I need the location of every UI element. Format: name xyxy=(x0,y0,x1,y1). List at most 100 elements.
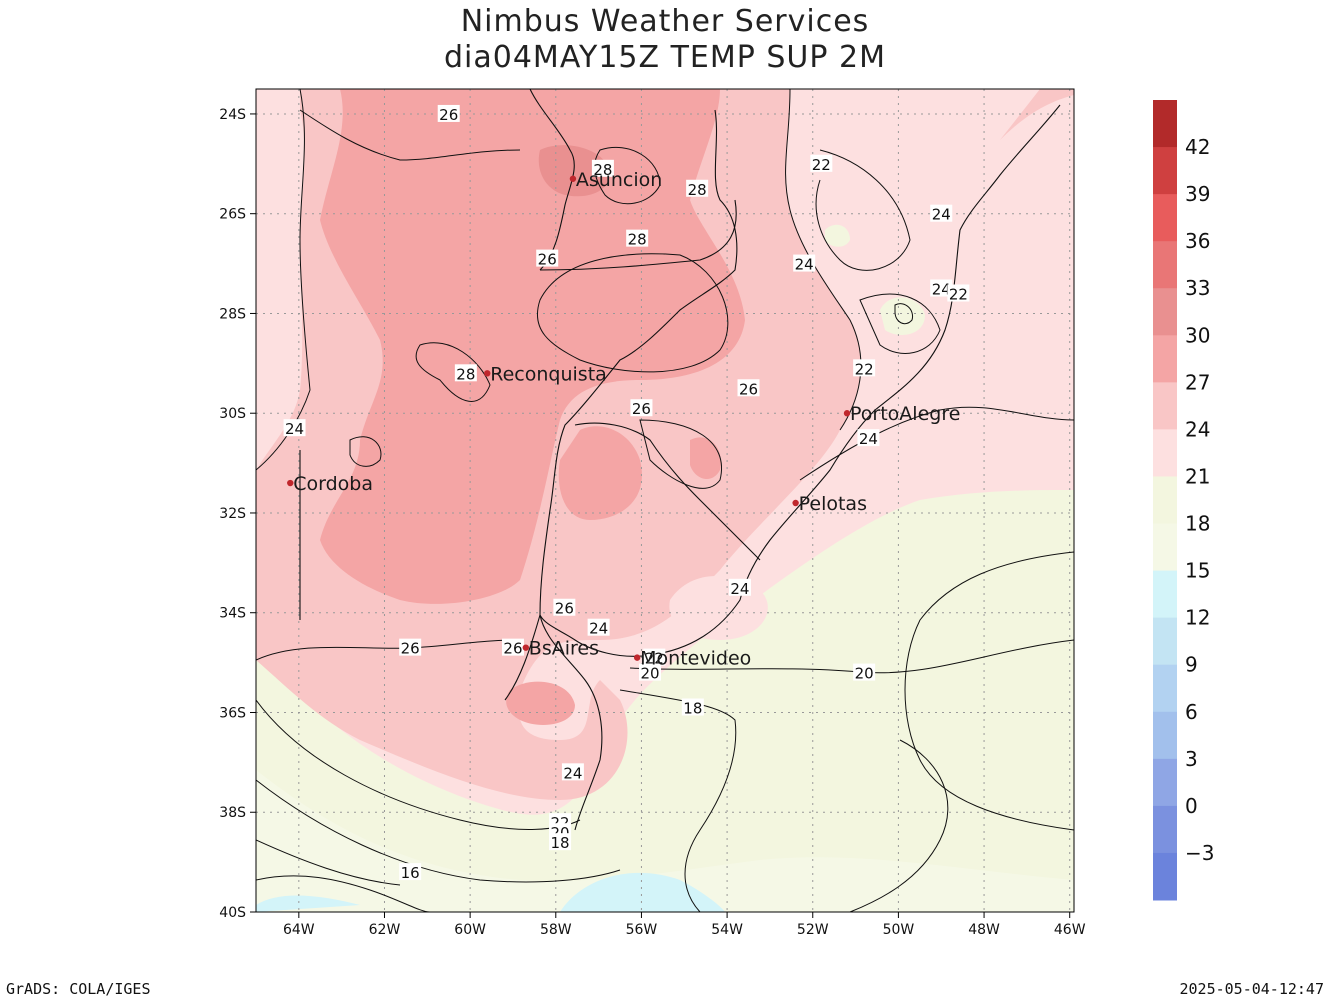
colorbar-label: 36 xyxy=(1185,229,1210,253)
colorbar-swatch xyxy=(1153,617,1177,666)
city-label: Cordoba xyxy=(293,473,373,495)
colorbar-label: 6 xyxy=(1185,700,1198,724)
contour-label: 26 xyxy=(632,400,651,418)
contour-label-box xyxy=(561,763,584,781)
lon-tick-label: 54W xyxy=(711,922,743,938)
contour-label: 24 xyxy=(932,206,951,224)
lon-tick-label: 50W xyxy=(883,922,915,938)
contour-label: 22 xyxy=(812,156,831,174)
colorbar-label: 18 xyxy=(1185,512,1210,536)
contour-label: 28 xyxy=(456,365,475,383)
contour-label: 26 xyxy=(401,640,420,658)
city-dot xyxy=(569,175,577,182)
contour-label: 24 xyxy=(589,620,608,638)
lon-tick-label: 56W xyxy=(626,922,658,938)
lon-tick-label: 58W xyxy=(540,922,572,938)
map-axes: 24S 26S 28S 30S 32S 34S 36S 38S 40S 64W 62W 60W 58W 5… xyxy=(219,107,1085,938)
contour-label-box xyxy=(737,379,760,397)
lon-tick-label: 46W xyxy=(1054,922,1086,938)
colorbar-swatch xyxy=(1153,852,1177,901)
lat-tick-label: 40S xyxy=(219,905,246,921)
contour-label: 18 xyxy=(551,834,570,852)
contour-label-box xyxy=(686,179,709,197)
city-label: PortoAlegre xyxy=(850,403,960,425)
contour-label: 24 xyxy=(859,430,878,448)
colorbar-label: 42 xyxy=(1185,135,1210,159)
lon-tick-label: 52W xyxy=(797,922,829,938)
contour-label-box xyxy=(930,279,953,297)
city-label: Reconquista xyxy=(490,363,607,385)
colorbar-swatch xyxy=(1153,288,1177,336)
colorbar-swatch xyxy=(1153,241,1177,289)
lat-tick-label: 24S xyxy=(219,107,246,123)
contour-label-box xyxy=(728,578,751,596)
contour-label-box xyxy=(853,359,876,377)
city-label: Pelotas xyxy=(799,493,867,515)
contour-label: 26 xyxy=(439,106,458,124)
temperature-shading xyxy=(256,89,1074,912)
contour-label-box xyxy=(810,154,833,172)
lat-tick-label: 36S xyxy=(219,705,246,721)
contour-label-box xyxy=(947,284,970,302)
contour-label: 24 xyxy=(730,580,749,598)
colorbar-swatch xyxy=(1153,429,1177,477)
colorbar-label: 39 xyxy=(1185,182,1210,206)
colorbar-label: 24 xyxy=(1185,417,1210,441)
colorbar-swatch xyxy=(1153,194,1177,242)
contour-label-box xyxy=(853,663,876,681)
city-dot xyxy=(484,370,491,377)
lat-tick-label: 30S xyxy=(219,406,246,422)
contour-label-box xyxy=(553,598,576,616)
contour-label: 16 xyxy=(401,864,420,882)
city-dot xyxy=(287,479,294,487)
colorbar-swatch xyxy=(1153,100,1177,148)
contour-label-box xyxy=(793,254,816,272)
contour-label-box xyxy=(626,229,649,247)
colorbar-swatch xyxy=(1153,711,1177,760)
colorbar-label: 27 xyxy=(1185,370,1210,394)
plot-frame xyxy=(255,88,1075,913)
contour-label: 20 xyxy=(855,665,874,683)
contour-label: 24 xyxy=(932,281,951,299)
city-dot xyxy=(843,410,851,417)
contour-label: 22 xyxy=(645,650,664,668)
colorbar-swatch xyxy=(1153,758,1177,807)
contour-label-box xyxy=(283,419,306,437)
city-dot xyxy=(522,644,530,651)
grads-credit: GrADS: COLA/IGES xyxy=(6,980,151,998)
contour-label-box xyxy=(549,833,572,851)
contour-label-box xyxy=(930,204,953,222)
contour-label: 26 xyxy=(555,600,574,618)
lat-tick-label: 38S xyxy=(219,805,246,821)
timestamp: 2025-05-04-12:47 xyxy=(1179,980,1325,998)
contour-label: 28 xyxy=(593,161,612,179)
lon-tick-label: 64W xyxy=(283,922,315,938)
city-label: Asuncion xyxy=(576,169,662,191)
contour-label-box xyxy=(857,429,880,447)
contour-label: 24 xyxy=(285,420,304,438)
colorbar-swatch xyxy=(1153,570,1177,619)
lon-tick-label: 62W xyxy=(369,922,401,938)
city-label: Montevideo xyxy=(640,648,751,670)
contour-label: 26 xyxy=(739,380,758,398)
contour-label-box xyxy=(501,638,524,656)
contour-label-box xyxy=(536,249,559,267)
colorbar-swatch xyxy=(1153,382,1177,430)
contour-label: 26 xyxy=(538,251,557,269)
colorbar-swatch xyxy=(1153,335,1177,383)
contour-label-box xyxy=(643,648,666,666)
lat-tick-label: 28S xyxy=(219,306,246,322)
colorbar-swatch xyxy=(1153,805,1177,854)
contour-label-box xyxy=(591,159,614,177)
contour-label: 26 xyxy=(503,640,522,658)
contour-label: 22 xyxy=(949,286,968,304)
colorbar-label: 9 xyxy=(1185,653,1198,677)
contour-label: 28 xyxy=(688,181,707,199)
map-subtitle: dia04MAY15Z TEMP SUP 2M xyxy=(444,40,886,75)
contour-label-box xyxy=(681,698,704,716)
contour-label-box xyxy=(630,399,653,417)
contour-label-box xyxy=(454,364,477,382)
contour-label: 18 xyxy=(683,699,702,717)
